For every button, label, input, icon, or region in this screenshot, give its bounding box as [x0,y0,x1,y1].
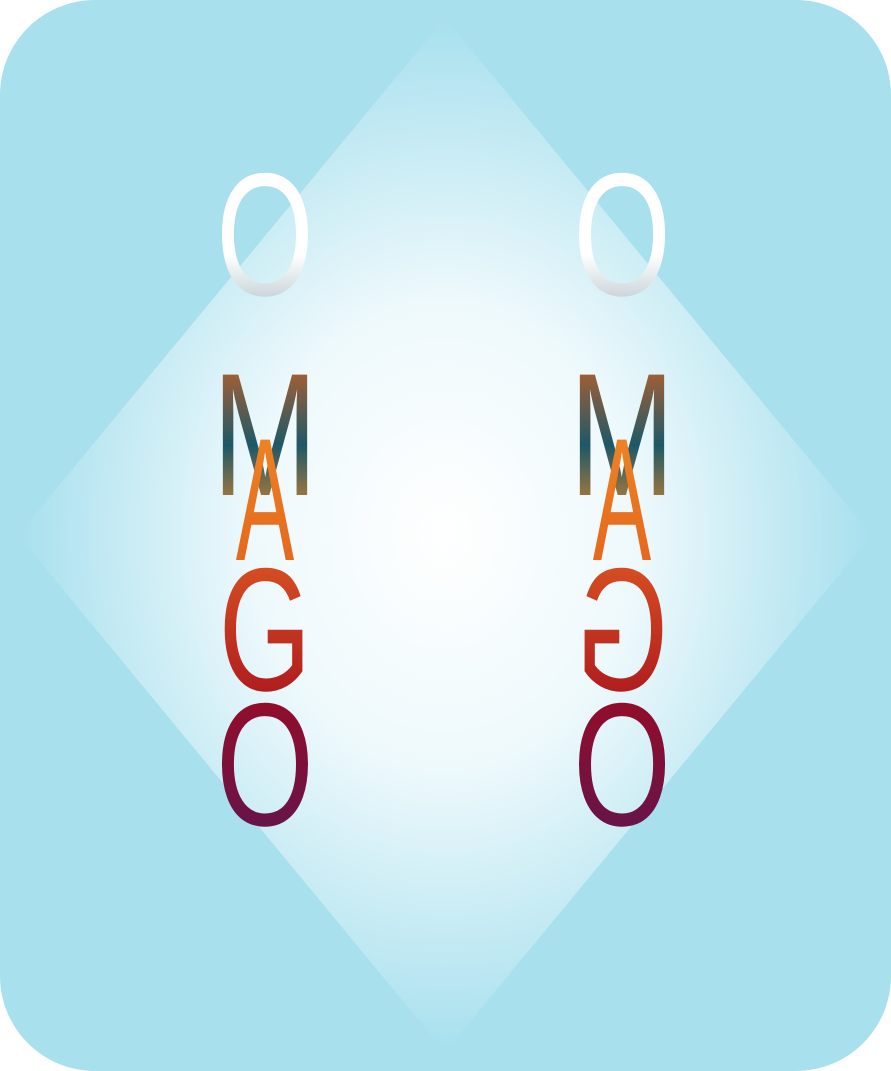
logo-letter: O [573,668,671,863]
logo-letter: A [236,403,294,598]
logo-letter: M [213,338,318,533]
logo-letter: A [593,403,651,598]
logo-letter: G [219,532,312,727]
diamond-glow [18,18,872,1052]
logo-letter: O [573,138,671,333]
logo-letter: O [216,668,314,863]
logo-letter: O [216,138,314,333]
logo-letter: G [576,532,669,727]
logo-letter: M [570,338,675,533]
